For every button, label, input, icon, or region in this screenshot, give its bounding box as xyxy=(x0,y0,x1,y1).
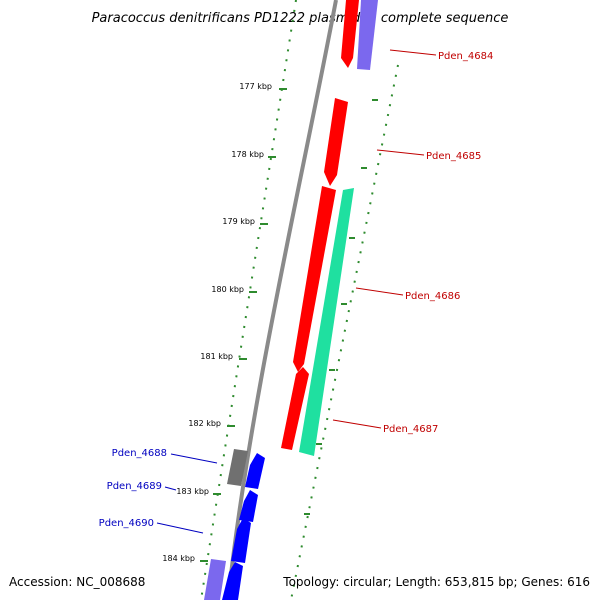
gene-label-pden-4684[interactable]: Pden_4684 xyxy=(438,51,493,62)
gene-pden-4684[interactable] xyxy=(341,0,359,68)
tick-label-182: 182 kbp xyxy=(188,419,221,428)
gene-purple-bottom[interactable] xyxy=(204,559,226,600)
gene-pden-4689-part-b[interactable] xyxy=(239,490,258,522)
tick-label-177: 177 kbp xyxy=(239,82,272,91)
tick-label-178: 178 kbp xyxy=(231,150,264,159)
gene-pden-4686-part-a[interactable] xyxy=(293,186,336,372)
outer-guide-ring xyxy=(290,64,399,600)
forward-genes xyxy=(281,0,378,456)
tick-label-184: 184 kbp xyxy=(162,554,195,563)
gene-blue-bottom[interactable] xyxy=(222,562,243,600)
gene-label-pden-4687[interactable]: Pden_4687 xyxy=(383,424,438,435)
gene-label-pden-4686[interactable]: Pden_4686 xyxy=(405,291,460,302)
gene-label-pden-4688[interactable]: Pden_4688 xyxy=(112,448,167,459)
gene-pden-4688[interactable] xyxy=(227,449,248,486)
tick-label-179: 179 kbp xyxy=(222,217,255,226)
topology-stats-text: Topology: circular; Length: 653,815 bp; … xyxy=(282,575,590,589)
inner-guide-ring xyxy=(200,0,297,600)
gene-pden-4686-part-b[interactable] xyxy=(281,367,309,450)
gene-label-pden-4689[interactable]: Pden_4689 xyxy=(107,481,162,492)
gene-pden-4690[interactable] xyxy=(231,518,251,563)
reverse-genes xyxy=(204,449,265,600)
tick-label-183: 183 kbp xyxy=(176,487,209,496)
map-title: Paracoccus denitrificans PD1222 plasmid … xyxy=(92,11,509,26)
gene-pden-4689-part-a[interactable] xyxy=(245,453,265,489)
accession-text: Accession: NC_008688 xyxy=(9,575,145,589)
gene-purple-top[interactable] xyxy=(357,0,378,70)
label-leaders xyxy=(156,49,437,534)
ruler-ticks xyxy=(200,88,287,562)
outer-ring-dashes xyxy=(304,99,378,515)
tick-label-180: 180 kbp xyxy=(211,285,244,294)
tick-label-181: 181 kbp xyxy=(200,352,233,361)
gene-label-pden-4685[interactable]: Pden_4685 xyxy=(426,151,481,162)
gene-label-pden-4690[interactable]: Pden_4690 xyxy=(99,518,154,529)
gene-pden-4687[interactable] xyxy=(299,188,354,456)
gene-pden-4685[interactable] xyxy=(324,98,348,186)
sequence-backbone xyxy=(226,0,338,600)
